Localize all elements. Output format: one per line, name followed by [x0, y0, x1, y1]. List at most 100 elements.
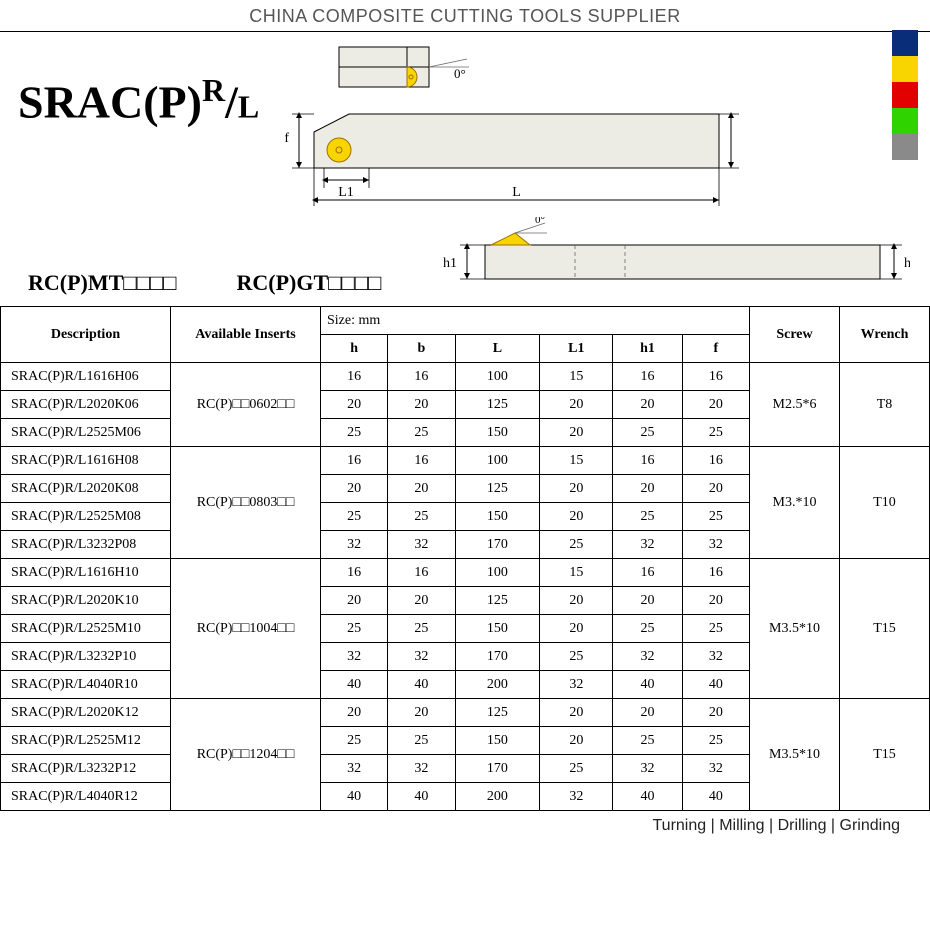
cell-h: 25 [321, 727, 388, 755]
color-swatch-4 [892, 134, 918, 160]
cell-L: 200 [455, 671, 540, 699]
cell-insert: RC(P)□□1204□□ [171, 699, 321, 811]
cell-desc: SRAC(P)R/L2020K10 [1, 587, 171, 615]
cell-L1: 15 [540, 447, 613, 475]
diagram-top: 0°L1Lfb [279, 42, 920, 217]
cell-b: 16 [388, 447, 455, 475]
cell-L1: 15 [540, 363, 613, 391]
insert-code-1: RC(P)MT□□□□ [28, 270, 176, 296]
cell-h1: 20 [613, 391, 682, 419]
cell-L1: 20 [540, 419, 613, 447]
cell-f: 20 [682, 699, 749, 727]
cell-L1: 20 [540, 475, 613, 503]
cell-h1: 32 [613, 531, 682, 559]
cell-b: 25 [388, 419, 455, 447]
cell-f: 16 [682, 559, 749, 587]
cell-insert: RC(P)□□0602□□ [171, 363, 321, 447]
cell-h: 16 [321, 447, 388, 475]
cell-h1: 25 [613, 615, 682, 643]
cell-wrench: T8 [840, 363, 930, 447]
color-swatch-3 [892, 108, 918, 134]
cell-desc: SRAC(P)R/L4040R10 [1, 671, 171, 699]
cell-f: 20 [682, 587, 749, 615]
cell-b: 40 [388, 783, 455, 811]
cell-L1: 20 [540, 615, 613, 643]
page-footer: Turning | Milling | Drilling | Grinding [0, 811, 930, 845]
table-row: SRAC(P)R/L1616H06RC(P)□□0602□□1616100151… [1, 363, 930, 391]
cell-f: 16 [682, 363, 749, 391]
cell-L: 125 [455, 475, 540, 503]
cell-desc: SRAC(P)R/L2525M06 [1, 419, 171, 447]
th-description: Description [1, 307, 171, 363]
th-h: h [321, 335, 388, 363]
cell-b: 25 [388, 727, 455, 755]
th-size: Size: mm [321, 307, 750, 335]
cell-h: 32 [321, 643, 388, 671]
cell-desc: SRAC(P)R/L1616H08 [1, 447, 171, 475]
svg-text:f: f [285, 131, 290, 146]
cell-b: 40 [388, 671, 455, 699]
cell-L: 200 [455, 783, 540, 811]
spec-table: Description Available Inserts Size: mm S… [0, 306, 930, 811]
cell-desc: SRAC(P)R/L1616H10 [1, 559, 171, 587]
cell-h1: 32 [613, 755, 682, 783]
cell-b: 16 [388, 559, 455, 587]
th-screw: Screw [750, 307, 840, 363]
svg-text:0°: 0° [454, 66, 466, 81]
cell-L1: 25 [540, 643, 613, 671]
th-h1: h1 [613, 335, 682, 363]
cell-b: 32 [388, 643, 455, 671]
color-swatch-1 [892, 56, 918, 82]
diagram-side: 0°h1h [430, 217, 920, 302]
cell-h1: 20 [613, 587, 682, 615]
cell-f: 32 [682, 643, 749, 671]
code-sup: R [202, 72, 225, 108]
code-sub: L [238, 88, 259, 124]
cell-h1: 16 [613, 447, 682, 475]
cell-L1: 20 [540, 503, 613, 531]
cell-desc: SRAC(P)R/L1616H06 [1, 363, 171, 391]
cell-b: 16 [388, 363, 455, 391]
cell-b: 20 [388, 699, 455, 727]
cell-h: 16 [321, 363, 388, 391]
cell-h: 25 [321, 503, 388, 531]
cell-L: 125 [455, 391, 540, 419]
cell-L: 125 [455, 699, 540, 727]
cell-L1: 32 [540, 783, 613, 811]
svg-text:h1: h1 [443, 256, 457, 271]
cell-h: 20 [321, 391, 388, 419]
cell-f: 40 [682, 671, 749, 699]
svg-text:h: h [904, 256, 910, 271]
cell-h1: 40 [613, 783, 682, 811]
cell-desc: SRAC(P)R/L2020K08 [1, 475, 171, 503]
cell-L: 150 [455, 503, 540, 531]
cell-h1: 25 [613, 419, 682, 447]
cell-desc: SRAC(P)R/L2525M12 [1, 727, 171, 755]
cell-h: 32 [321, 531, 388, 559]
code-sep: / [225, 76, 238, 127]
cell-f: 25 [682, 615, 749, 643]
color-swatches [892, 30, 918, 160]
cell-f: 32 [682, 755, 749, 783]
cell-f: 16 [682, 447, 749, 475]
cell-L: 150 [455, 727, 540, 755]
cell-L1: 20 [540, 587, 613, 615]
cell-screw: M3.5*10 [750, 699, 840, 811]
cell-L: 100 [455, 447, 540, 475]
color-swatch-2 [892, 82, 918, 108]
cell-insert: RC(P)□□0803□□ [171, 447, 321, 559]
cell-L1: 15 [540, 559, 613, 587]
cell-b: 20 [388, 475, 455, 503]
page-header: CHINA COMPOSITE CUTTING TOOLS SUPPLIER [0, 0, 930, 31]
cell-desc: SRAC(P)R/L3232P12 [1, 755, 171, 783]
cell-L1: 32 [540, 671, 613, 699]
cell-screw: M3.*10 [750, 447, 840, 559]
th-L: L [455, 335, 540, 363]
cell-f: 25 [682, 503, 749, 531]
th-f: f [682, 335, 749, 363]
svg-text:L1: L1 [338, 185, 354, 200]
cell-b: 25 [388, 503, 455, 531]
th-L1: L1 [540, 335, 613, 363]
cell-L: 170 [455, 643, 540, 671]
insert-codes: RC(P)MT□□□□ RC(P)GT□□□□ [10, 260, 430, 302]
